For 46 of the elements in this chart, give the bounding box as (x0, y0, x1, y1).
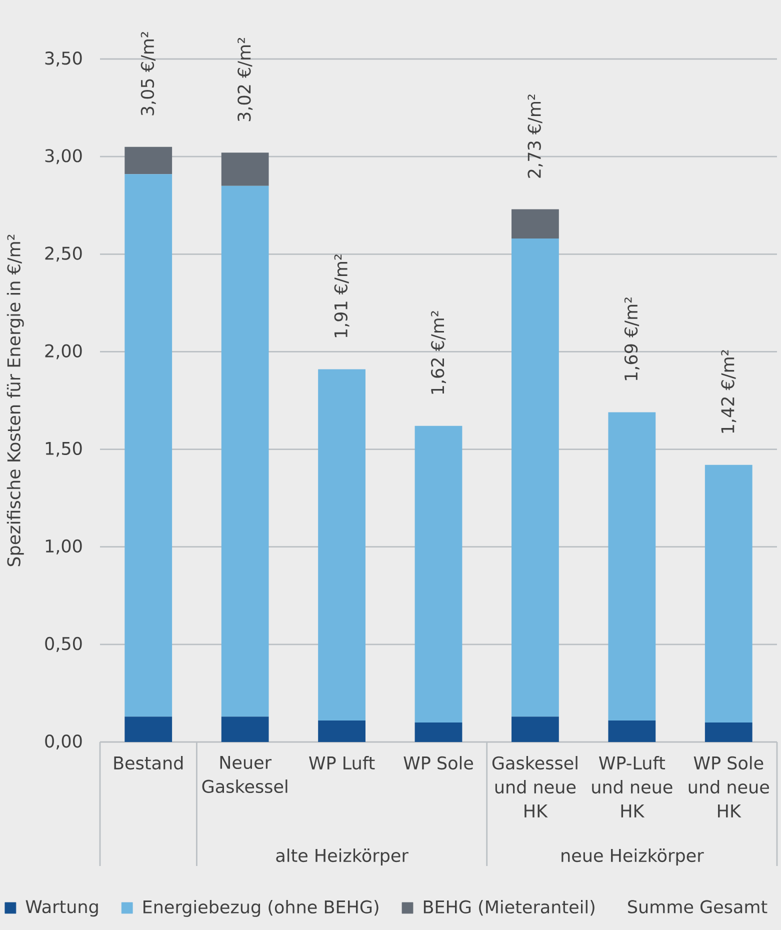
total-label: 3,02 €/m² (238, 38, 253, 122)
text: neue Heizkörper (562, 848, 704, 866)
total-label: 1,42 €/m² (721, 350, 736, 433)
bar (221, 716, 269, 742)
bar (124, 146, 172, 174)
bar (221, 186, 269, 717)
text: alte Heizkörper (276, 848, 408, 866)
total-label: 1,91 €/m² (334, 254, 350, 338)
bar (414, 426, 462, 722)
total-label: 1,62 €/m² (430, 311, 446, 394)
bar (414, 722, 462, 742)
total-label: 1,69 €/m² (624, 298, 640, 380)
total-label: 2,73 €/m² (528, 94, 543, 178)
bar (512, 716, 559, 742)
y-tick-label: 1,50 (46, 442, 82, 457)
bar (318, 369, 366, 721)
y-tick-label: 0,50 (45, 636, 82, 652)
bar (608, 720, 656, 742)
bar (704, 722, 752, 742)
y-tick-label: 3,50 (45, 51, 82, 67)
bar (221, 152, 269, 186)
bar (124, 174, 172, 717)
bar (124, 716, 172, 742)
x-tick-label: WP-Luft und neue HK (592, 756, 672, 818)
bar (704, 464, 752, 722)
bar (512, 209, 559, 239)
y-tick-label: 2,50 (45, 246, 82, 262)
bar (318, 720, 366, 742)
x-tick-label: WP Sole und neue HK (688, 756, 769, 818)
y-tick-label: 1,00 (46, 539, 82, 554)
legend-label: Energiebezug (ohne BEHG) (144, 900, 378, 917)
x-tick-label: Bestand (114, 756, 183, 770)
text: Summe Gesamt (628, 900, 768, 914)
x-tick-label: WP Luft (309, 756, 375, 770)
y-tick-label: 0,00 (45, 734, 82, 750)
x-tick-label: Gaskessel und neue HK (492, 756, 578, 818)
y-tick-label: 3,00 (45, 149, 82, 164)
legend-label: Wartung (26, 900, 98, 917)
legend-label: BEHG (Mieteranteil) (424, 900, 594, 916)
bar (512, 238, 559, 717)
bar (608, 412, 656, 721)
y-tick-label: 2,00 (45, 344, 82, 360)
x-tick-label: Neuer Gaskessel (202, 756, 288, 794)
total-label: 3,05 €/m² (140, 32, 156, 116)
y-axis-title: Spezifische Kosten für Energie in €/m² (6, 234, 24, 566)
x-tick-label: WP Sole (404, 756, 473, 770)
